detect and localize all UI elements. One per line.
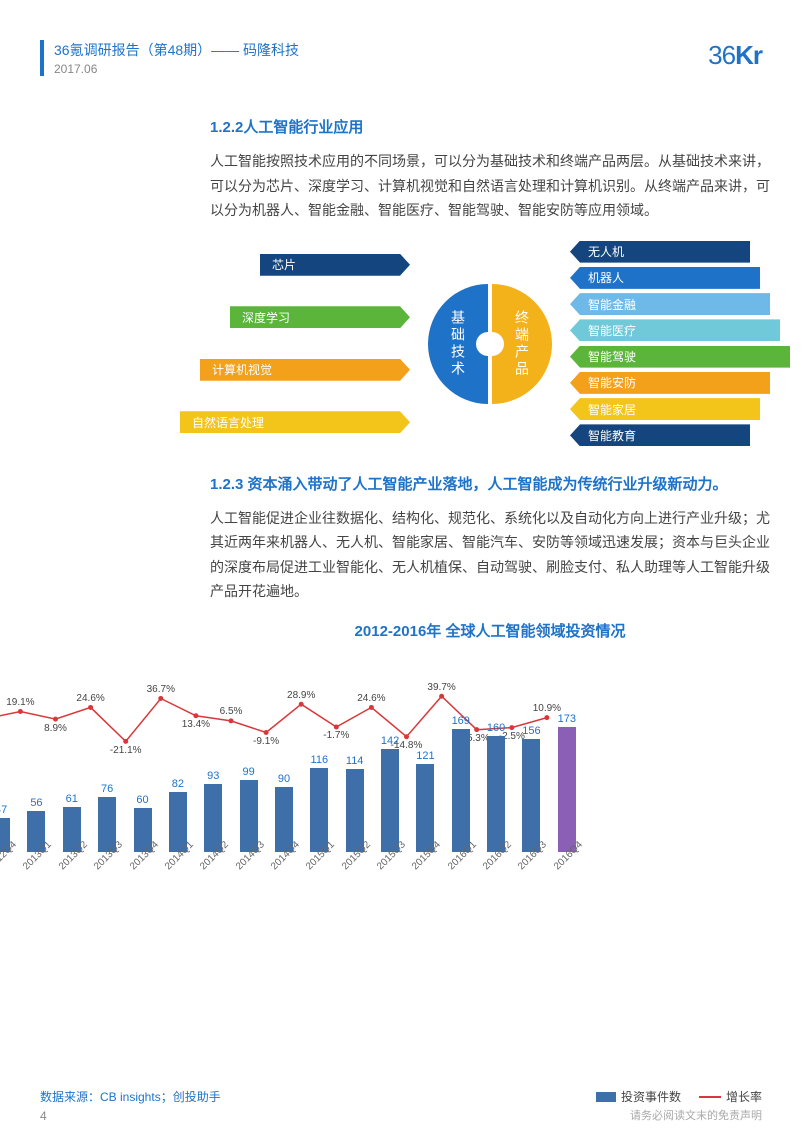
bar-value-label: 121 bbox=[416, 750, 434, 762]
bar-column: 142 bbox=[375, 735, 405, 852]
ai-application-infographic: 芯片深度学习计算机视觉自然语言处理 基础技术 终端产品 无人机机器人智能金融智能… bbox=[210, 239, 770, 449]
chart-footer: 数据来源：CB insights；创投助手 投资事件数 增长率 bbox=[40, 1088, 762, 1105]
page-number: 4 bbox=[40, 1109, 47, 1123]
bar-value-label: 61 bbox=[66, 793, 78, 805]
bar-value-label: 82 bbox=[172, 778, 184, 790]
center-circle: 基础技术 终端产品 bbox=[430, 284, 550, 404]
report-title: 36氪调研报告（第48期）—— 码隆科技 bbox=[54, 40, 299, 60]
right-tag: 机器人 bbox=[570, 267, 760, 289]
bar-column: 156 bbox=[516, 725, 546, 852]
growth-pct-label: 39.7% bbox=[427, 682, 455, 693]
bar bbox=[452, 729, 470, 851]
right-tag: 无人机 bbox=[570, 241, 750, 263]
bar-series: 2644434756617660829399901161141421211691… bbox=[0, 702, 582, 852]
bar-value-label: 60 bbox=[136, 794, 148, 806]
bar bbox=[381, 749, 399, 852]
bar bbox=[416, 764, 434, 851]
bar-column: 173 bbox=[552, 713, 582, 852]
bar-value-label: 47 bbox=[0, 804, 7, 816]
logo-prefix: 36 bbox=[708, 40, 735, 70]
data-source: 数据来源：CB insights；创投助手 bbox=[40, 1088, 221, 1105]
right-tag: 智能金融 bbox=[570, 293, 770, 315]
bar-value-label: 156 bbox=[522, 725, 540, 737]
left-tags-column: 芯片深度学习计算机视觉自然语言处理 bbox=[210, 239, 410, 449]
right-tag: 智能医疗 bbox=[570, 319, 780, 341]
section-1-para: 人工智能按照技术应用的不同场景，可以分为基础技术和终端产品两层。从基础技术来讲，… bbox=[210, 149, 770, 223]
investment-chart: 69.2%-2.3%9.3%19.1%8.9%24.6%-21.1%36.7%1… bbox=[0, 670, 582, 870]
header-left: 36氪调研报告（第48期）—— 码隆科技 2017.06 bbox=[40, 40, 299, 76]
section-1-heading: 1.2.2人工智能行业应用 bbox=[210, 116, 770, 137]
center-right-half: 终端产品 bbox=[492, 284, 552, 404]
bar-value-label: 114 bbox=[346, 755, 364, 767]
disclaimer: 请务必阅读文末的免责声明 bbox=[630, 1107, 762, 1123]
chart-unit: （单位：件） bbox=[0, 649, 592, 666]
left-tag: 自然语言处理 bbox=[180, 411, 410, 433]
bar bbox=[310, 768, 328, 852]
bar-value-label: 56 bbox=[30, 797, 42, 809]
bar-column: 116 bbox=[304, 754, 334, 852]
bar-column: 160 bbox=[481, 722, 511, 852]
bar-value-label: 93 bbox=[207, 770, 219, 782]
page-header: 36氪调研报告（第48期）—— 码隆科技 2017.06 36Kr bbox=[40, 40, 762, 76]
legend-bars: 投资事件数 bbox=[596, 1088, 681, 1105]
logo-main: Kr bbox=[735, 40, 762, 70]
left-tag: 计算机视觉 bbox=[200, 359, 410, 381]
bar-value-label: 99 bbox=[242, 766, 254, 778]
bar bbox=[487, 736, 505, 852]
chart-legend: 投资事件数 增长率 bbox=[596, 1088, 762, 1105]
bar-value-label: 169 bbox=[452, 715, 470, 727]
kr-logo: 36Kr bbox=[708, 40, 762, 71]
right-tags-column: 无人机机器人智能金融智能医疗智能驾驶智能安防智能家居智能教育 bbox=[570, 239, 770, 449]
bar-column: 121 bbox=[410, 750, 440, 851]
section-2-heading: 1.2.3 资本涌入带动了人工智能产业落地，人工智能成为传统行业升级新动力。 bbox=[210, 473, 770, 494]
center-left-half: 基础技术 bbox=[428, 284, 488, 404]
legend-line-label: 增长率 bbox=[726, 1088, 762, 1105]
chart-title: 2012-2016年 全球人工智能领域投资情况 bbox=[210, 620, 770, 641]
report-date: 2017.06 bbox=[54, 62, 299, 76]
legend-line: 增长率 bbox=[699, 1088, 762, 1105]
legend-bar-swatch bbox=[596, 1092, 616, 1102]
bar bbox=[240, 780, 258, 852]
left-tag: 芯片 bbox=[260, 254, 410, 276]
bar-value-label: 90 bbox=[278, 773, 290, 785]
bar-column: 169 bbox=[446, 715, 476, 851]
legend-bar-label: 投资事件数 bbox=[621, 1088, 681, 1105]
bar-value-label: 173 bbox=[558, 713, 576, 725]
right-tag: 智能教育 bbox=[570, 424, 750, 446]
bar bbox=[558, 727, 576, 852]
bar-value-label: 142 bbox=[381, 735, 399, 747]
header-accent-bar bbox=[40, 40, 44, 76]
bar-value-label: 116 bbox=[311, 754, 329, 766]
bar-value-label: 76 bbox=[101, 783, 113, 795]
bar bbox=[522, 739, 540, 852]
growth-pct-label: 36.7% bbox=[147, 684, 175, 695]
right-tag: 智能驾驶 bbox=[570, 346, 790, 368]
bar-value-label: 160 bbox=[487, 722, 505, 734]
right-tag: 智能家居 bbox=[570, 398, 760, 420]
legend-line-swatch bbox=[699, 1096, 721, 1098]
section-2-para: 人工智能促进企业往数据化、结构化、规范化、系统化以及自动化方向上进行产业升级；尤… bbox=[210, 506, 770, 604]
x-axis-labels: 2012Q12012Q22012Q32012Q42013Q12013Q22013… bbox=[0, 856, 582, 892]
bar bbox=[346, 769, 364, 851]
left-tag: 深度学习 bbox=[230, 306, 410, 328]
right-tag: 智能安防 bbox=[570, 372, 770, 394]
bar-column: 114 bbox=[340, 755, 370, 851]
growth-pct-label: 28.9% bbox=[287, 690, 315, 701]
